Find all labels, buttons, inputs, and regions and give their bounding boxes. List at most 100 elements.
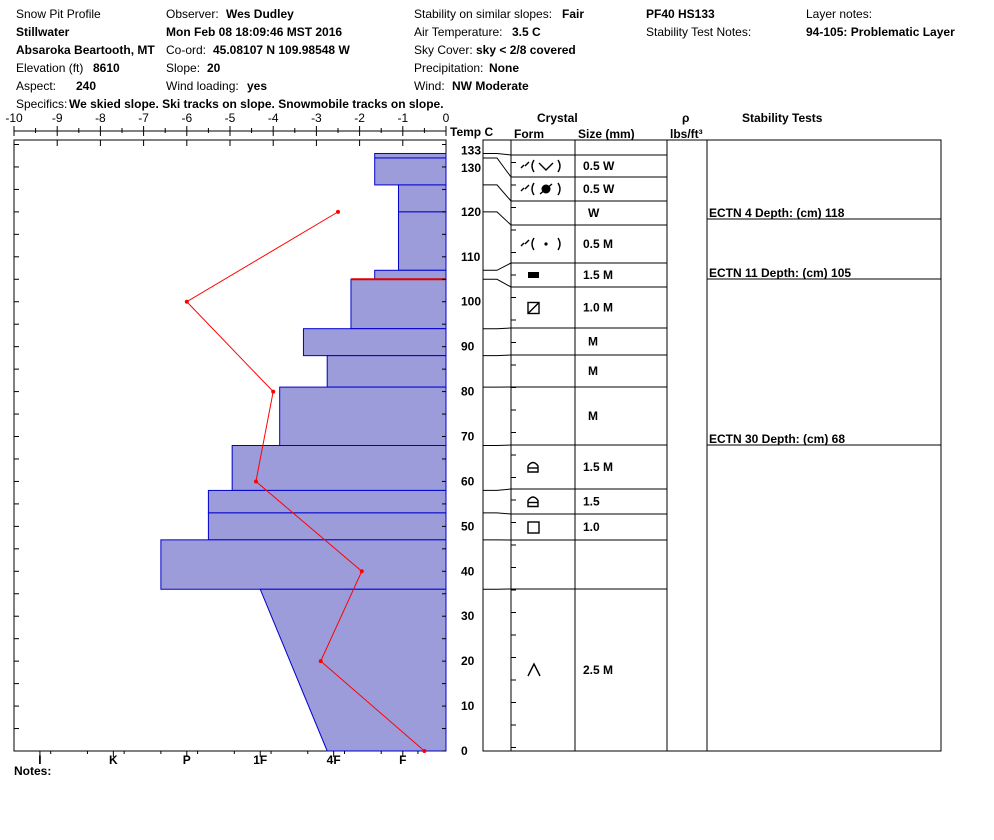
hardness-taper [259, 588, 447, 752]
height-label: 133 [461, 143, 481, 157]
coord-value: 45.08107 N 109.98548 W [213, 43, 350, 57]
layer-connector [483, 488, 512, 491]
layer-grain-size: W [588, 206, 600, 220]
layer-connector [483, 262, 512, 271]
wind-value: NW Moderate [452, 79, 529, 93]
decomposing-cup-icon [520, 159, 561, 173]
elevation-label: Elevation (ft) [16, 61, 84, 75]
height-label: 120 [461, 205, 481, 219]
height-label: 10 [461, 699, 475, 713]
coord-label: Co-ord: [166, 43, 207, 57]
layer-connector [483, 184, 512, 202]
layer-notes-value: 94-105: Problematic Layer [806, 25, 955, 39]
temp-tick-label: -5 [225, 111, 236, 125]
stability-value: Fair [562, 7, 585, 21]
layer-grain-size: M [588, 409, 598, 423]
temp-tick-label: -10 [5, 111, 23, 125]
layer-grain-size: 1.0 [583, 520, 600, 534]
height-label: 60 [461, 474, 475, 488]
stability-label: Stability on similar slopes: [414, 7, 553, 21]
temperature-point [336, 209, 340, 214]
temp-tick-label: -4 [268, 111, 279, 125]
rounding-facets-icon [527, 496, 539, 508]
temp-tick-label: 0 [443, 111, 450, 125]
height-label: 0 [461, 744, 468, 758]
height-label: 40 [461, 564, 475, 578]
layer-grain-size: 1.5 M [583, 268, 613, 282]
temp-tick-label: -1 [397, 111, 408, 125]
crystal-column-header: Crystal [537, 111, 578, 125]
hardness-axis-label: 4F [327, 753, 341, 767]
observer-value: Wes Dudley [226, 7, 294, 21]
hardness-axis-label: 1F [253, 753, 267, 767]
hardness-bar [397, 211, 447, 271]
elevation-value: 8610 [93, 61, 120, 75]
faceted-icon [527, 521, 540, 534]
air-temp-label: Air Temperature: [414, 25, 503, 39]
temperature-point [422, 749, 427, 753]
wind-loading-label: Wind loading: [166, 79, 239, 93]
hardness-bar [160, 539, 447, 590]
hardness-axis-label: K [109, 753, 118, 767]
precip-label: Precipitation: [414, 61, 484, 75]
temp-tick-label: -3 [311, 111, 322, 125]
stability-tests-header: Stability Tests [742, 111, 823, 125]
pit-info: PF40 HS133 [646, 7, 715, 21]
temperature-point [184, 299, 189, 304]
layer-connector [483, 512, 512, 515]
rounding-facets-icon [527, 461, 539, 473]
page-title: Snow Pit Profile [16, 7, 101, 21]
location: Stillwater [16, 25, 70, 39]
specifics-value: We skied slope. Ski tracks on slope. Sno… [69, 97, 444, 111]
temp-tick-label: -7 [138, 111, 149, 125]
region: Absaroka Beartooth, MT [16, 43, 155, 57]
sky-label: Sky Cover: [414, 43, 473, 57]
layer-connector [483, 278, 512, 288]
hardness-axis-label: I [38, 753, 41, 767]
height-label: 20 [461, 654, 475, 668]
height-label: 90 [461, 340, 475, 354]
layer-connector [483, 444, 512, 446]
layer-connector [483, 157, 512, 178]
layer-grain-size: M [588, 335, 598, 349]
stability-test-notes-label: Stability Test Notes: [646, 25, 752, 39]
stability-test-label: ECTN 30 Depth: (cm) 68 [709, 432, 845, 446]
faceted-rounded-icon [527, 301, 540, 315]
aspect-label: Aspect: [16, 79, 57, 93]
height-label: 130 [461, 161, 481, 175]
density-units: lbs/ft³ [670, 127, 703, 141]
hardness-bar [279, 386, 447, 446]
hardness-bar [374, 269, 447, 280]
layer-connector [483, 354, 512, 357]
slope-value: 20 [207, 61, 221, 75]
height-label: 50 [461, 519, 475, 533]
size-column-header: Size (mm) [578, 127, 635, 141]
wind-loading-value: yes [247, 79, 268, 93]
temperature-point [271, 389, 276, 394]
layer-grain-size: 1.0 M [583, 301, 613, 315]
stability-test-label: ECTN 4 Depth: (cm) 118 [709, 206, 845, 220]
hardness-bar [302, 328, 447, 357]
observer-label: Observer: [166, 7, 219, 21]
temperature-point [359, 569, 364, 574]
depth-hoar-icon [527, 662, 541, 677]
layer-connector [483, 327, 512, 330]
layer-connector [483, 152, 512, 156]
temp-column-header: Temp C [450, 125, 494, 139]
temperature-point [253, 479, 258, 484]
air-temp-value: 3.5 C [512, 25, 541, 39]
hardness-bar [374, 152, 447, 159]
precip-value: None [489, 61, 519, 75]
hardness-bar [350, 278, 447, 330]
height-label: 110 [461, 250, 481, 264]
notes-label: Notes: [14, 764, 52, 778]
density-symbol: ρ [682, 111, 690, 125]
hardness-bar [374, 157, 447, 186]
wind-label: Wind: [414, 79, 445, 93]
form-column-header: Form [514, 127, 544, 141]
layer-grain-size: 1.5 [583, 495, 600, 509]
height-label: 100 [461, 295, 481, 309]
slope-label: Slope: [166, 61, 201, 75]
layer-grain-size: 0.5 M [583, 237, 613, 251]
